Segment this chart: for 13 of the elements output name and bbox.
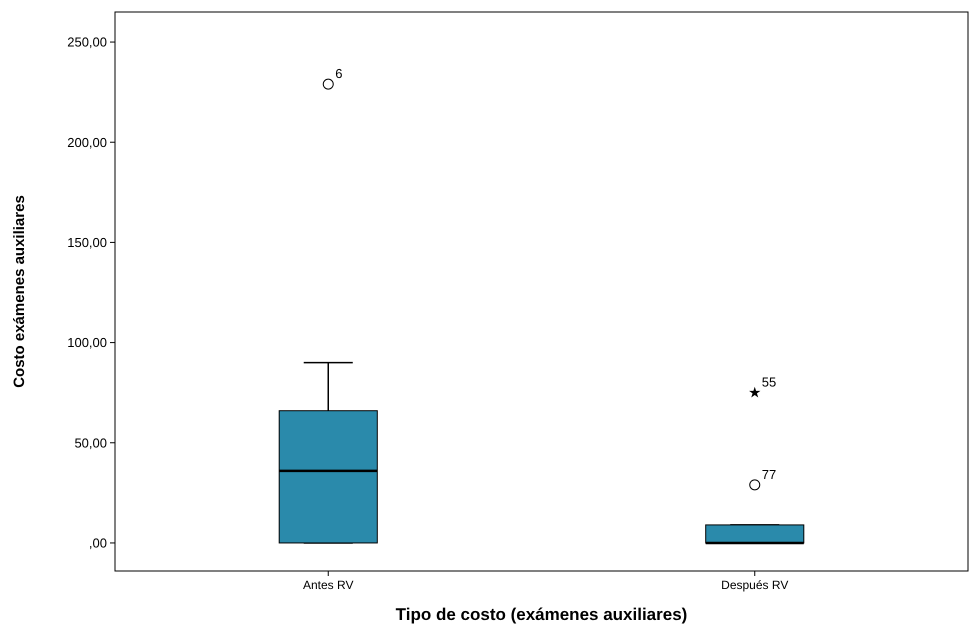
y-tick-label: ,00 [88,536,107,550]
annotation: 6 [335,66,342,82]
annotation: 77 [762,466,776,482]
y-tick-label: 50,00 [74,435,107,450]
y-tick-label: 100,00 [67,335,107,350]
y-tick-label: 150,00 [67,234,107,250]
y-axis-title: Costo exámenes auxiliares [11,195,28,388]
y-tick-label: 250,00 [67,34,107,50]
x-axis-title: Tipo de costo (exámenes auxiliares) [396,605,688,624]
annotation: 55 [762,374,776,390]
y-tick-label: 200,00 [67,134,107,150]
x-tick-label: Después RV [721,578,788,592]
x-tick-label: Antes RV [303,578,354,592]
